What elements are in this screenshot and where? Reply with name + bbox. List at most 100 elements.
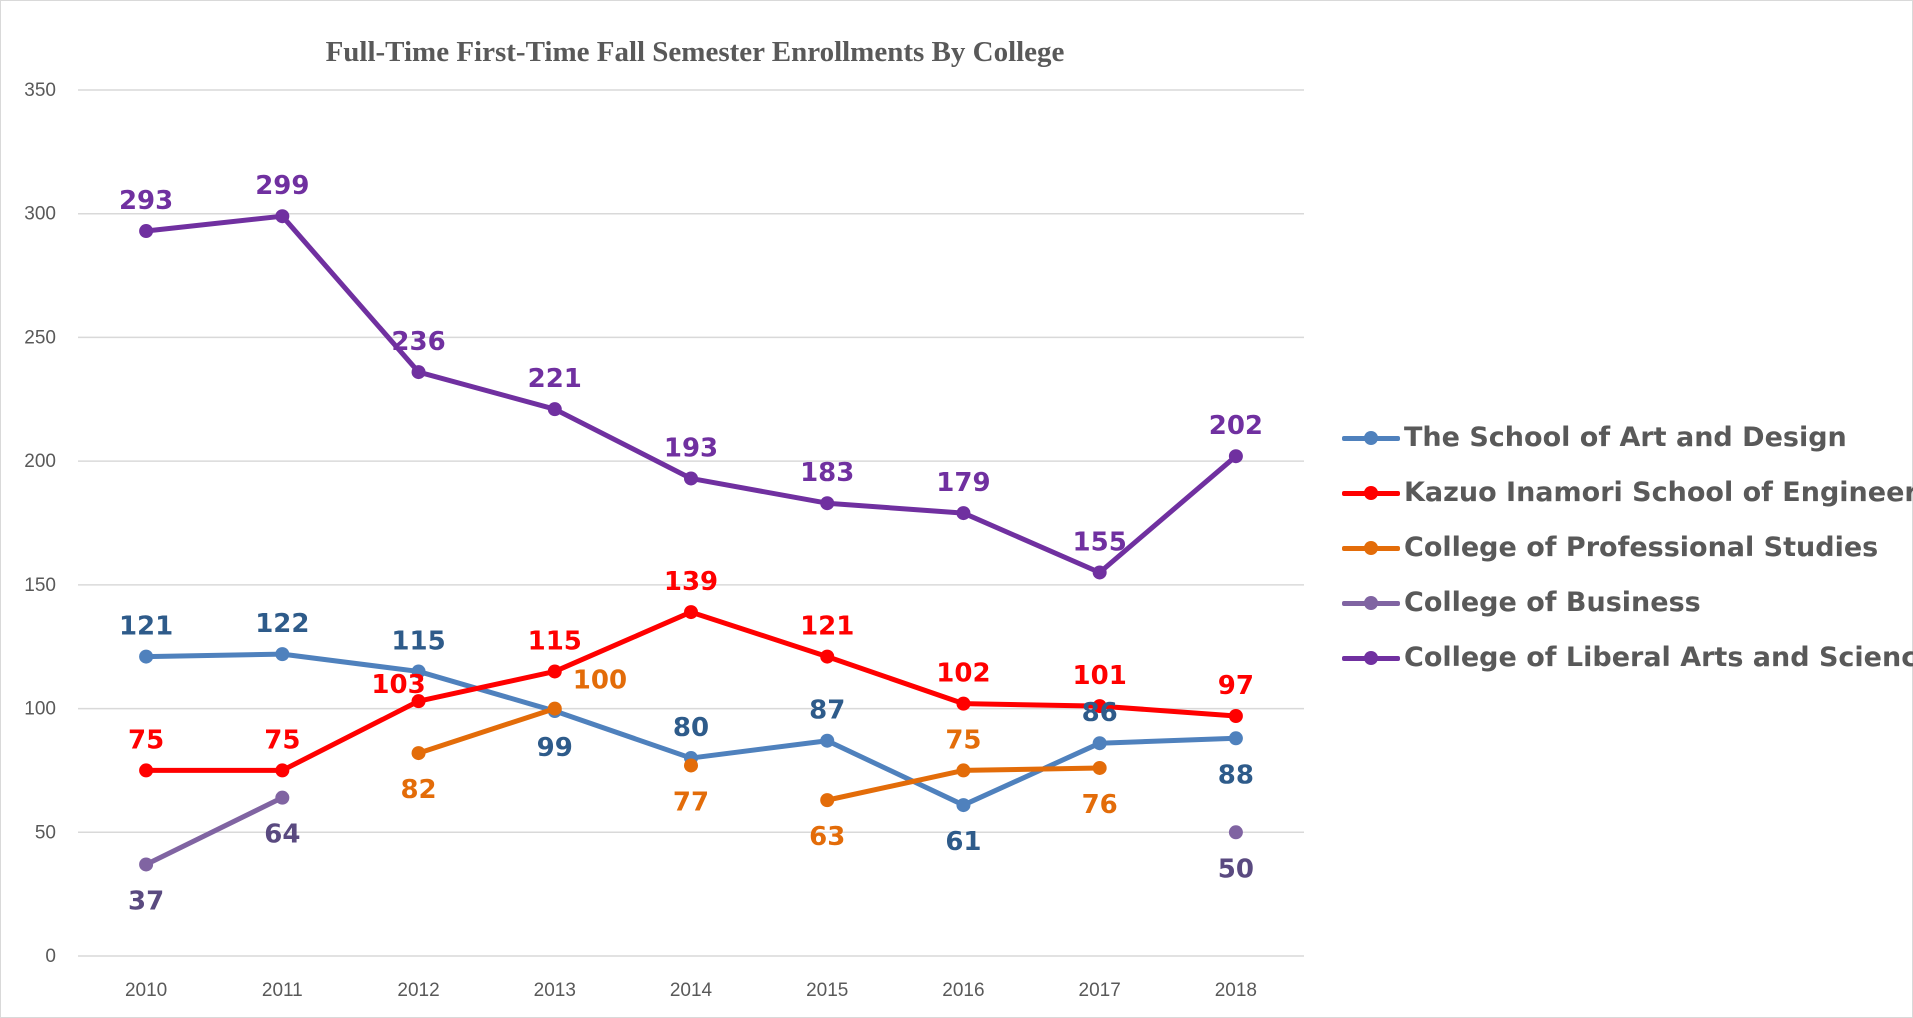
chart-legend: The School of Art and Design Kazuo Inamor… bbox=[1342, 410, 1913, 685]
legend-item-kazuo-inamori-school-of-engineering: Kazuo Inamori School of Engineering bbox=[1342, 465, 1913, 520]
data-label-college-of-professional-studies: 63 bbox=[809, 822, 845, 852]
data-label-college-of-liberal-arts-and-sciences: 293 bbox=[119, 186, 173, 216]
data-point-college-of-professional-studies bbox=[411, 746, 426, 761]
data-label-kazuo-inamori-school-of-engineering: 121 bbox=[800, 612, 854, 642]
y-tick-label: 300 bbox=[24, 204, 56, 225]
data-point-kazuo-inamori-school-of-engineering bbox=[139, 763, 154, 778]
data-point-the-school-of-art-and-design bbox=[411, 664, 426, 679]
data-point-the-school-of-art-and-design bbox=[1092, 736, 1107, 751]
data-label-kazuo-inamori-school-of-engineering: 102 bbox=[936, 659, 990, 689]
data-point-kazuo-inamori-school-of-engineering bbox=[684, 605, 698, 620]
x-tick-label: 2013 bbox=[534, 980, 576, 1001]
data-label-kazuo-inamori-school-of-engineering: 115 bbox=[528, 626, 582, 656]
data-point-college-of-liberal-arts-and-sciences bbox=[275, 209, 290, 224]
x-tick-label: 2011 bbox=[262, 980, 303, 1001]
data-label-the-school-of-art-and-design: 99 bbox=[537, 733, 573, 763]
data-label-kazuo-inamori-school-of-engineering: 139 bbox=[664, 567, 718, 597]
y-tick-label: 350 bbox=[24, 80, 56, 101]
data-point-college-of-business bbox=[139, 857, 154, 872]
data-label-college-of-liberal-arts-and-sciences: 179 bbox=[936, 468, 990, 498]
data-point-college-of-liberal-arts-and-sciences bbox=[1228, 449, 1243, 464]
x-tick-label: 2015 bbox=[806, 980, 848, 1001]
data-point-kazuo-inamori-school-of-engineering bbox=[411, 694, 426, 709]
data-point-college-of-liberal-arts-and-sciences bbox=[547, 402, 562, 417]
data-label-college-of-business: 37 bbox=[128, 886, 164, 916]
data-label-college-of-liberal-arts-and-sciences: 183 bbox=[800, 458, 854, 488]
data-point-college-of-liberal-arts-and-sciences bbox=[956, 506, 971, 521]
y-tick-label: 50 bbox=[35, 822, 56, 843]
data-label-college-of-professional-studies: 100 bbox=[573, 666, 627, 696]
legend-label: The School of Art and Design bbox=[1404, 422, 1847, 453]
data-point-college-of-liberal-arts-and-sciences bbox=[411, 365, 426, 380]
data-label-the-school-of-art-and-design: 88 bbox=[1218, 760, 1254, 790]
data-point-kazuo-inamori-school-of-engineering bbox=[1092, 699, 1107, 714]
data-point-the-school-of-art-and-design bbox=[275, 647, 290, 662]
data-label-college-of-professional-studies: 82 bbox=[400, 775, 436, 805]
data-label-college-of-liberal-arts-and-sciences: 202 bbox=[1209, 411, 1263, 441]
data-label-college-of-professional-studies: 76 bbox=[1082, 790, 1118, 820]
y-tick-label: 100 bbox=[24, 699, 56, 720]
legend-label: College of Liberal Arts and Sciences bbox=[1404, 642, 1913, 673]
data-label-kazuo-inamori-school-of-engineering: 97 bbox=[1218, 671, 1254, 701]
data-label-college-of-liberal-arts-and-sciences: 236 bbox=[391, 327, 445, 357]
data-label-college-of-liberal-arts-and-sciences: 155 bbox=[1073, 527, 1127, 557]
y-tick-label: 200 bbox=[24, 451, 56, 472]
data-label-the-school-of-art-and-design: 61 bbox=[945, 827, 981, 857]
data-point-kazuo-inamori-school-of-engineering bbox=[956, 696, 971, 711]
y-tick-label: 0 bbox=[45, 946, 56, 967]
data-label-the-school-of-art-and-design: 80 bbox=[673, 713, 709, 743]
x-tick-label: 2016 bbox=[942, 980, 984, 1001]
x-tick-label: 2010 bbox=[125, 980, 167, 1001]
series-line-kazuo-inamori-school-of-engineering bbox=[143, 609, 1239, 773]
legend-swatch bbox=[1342, 428, 1400, 448]
data-point-the-school-of-art-and-design bbox=[1228, 731, 1243, 746]
data-label-the-school-of-art-and-design: 86 bbox=[1082, 698, 1118, 728]
data-label-the-school-of-art-and-design: 115 bbox=[391, 626, 445, 656]
data-point-college-of-liberal-arts-and-sciences bbox=[820, 496, 835, 511]
data-point-college-of-business bbox=[275, 790, 290, 805]
data-point-college-of-professional-studies bbox=[820, 793, 835, 808]
data-label-kazuo-inamori-school-of-engineering: 101 bbox=[1073, 661, 1127, 691]
y-tick-label: 250 bbox=[24, 327, 56, 348]
data-point-college-of-professional-studies bbox=[956, 763, 971, 778]
legend-label: Kazuo Inamori School of Engineering bbox=[1404, 477, 1913, 508]
data-point-the-school-of-art-and-design bbox=[139, 649, 154, 664]
data-point-the-school-of-art-and-design bbox=[956, 798, 971, 813]
series-line-college-of-business bbox=[143, 795, 285, 867]
legend-swatch bbox=[1342, 593, 1400, 613]
data-label-college-of-professional-studies: 77 bbox=[673, 787, 709, 817]
data-point-kazuo-inamori-school-of-engineering bbox=[275, 763, 290, 778]
data-point-kazuo-inamori-school-of-engineering bbox=[1228, 708, 1243, 723]
data-point-college-of-liberal-arts-and-sciences bbox=[684, 471, 698, 486]
data-point-college-of-professional-studies bbox=[684, 758, 698, 773]
data-point-kazuo-inamori-school-of-engineering bbox=[820, 649, 835, 664]
data-label-college-of-business: 64 bbox=[264, 820, 300, 850]
legend-item-college-of-liberal-arts-and-sciences: College of Liberal Arts and Sciences bbox=[1342, 630, 1913, 685]
data-label-the-school-of-art-and-design: 121 bbox=[119, 612, 173, 642]
legend-swatch bbox=[1342, 483, 1400, 503]
x-tick-label: 2018 bbox=[1215, 980, 1257, 1001]
data-label-college-of-liberal-arts-and-sciences: 221 bbox=[528, 364, 582, 394]
data-label-the-school-of-art-and-design: 87 bbox=[809, 696, 845, 726]
legend-item-college-of-business: College of Business bbox=[1342, 575, 1913, 630]
y-tick-label: 150 bbox=[24, 575, 56, 596]
series-line-college-of-liberal-arts-and-sciences bbox=[143, 213, 1239, 575]
data-point-the-school-of-art-and-design bbox=[820, 733, 835, 748]
legend-swatch bbox=[1342, 648, 1400, 668]
data-label-kazuo-inamori-school-of-engineering: 103 bbox=[371, 670, 425, 700]
data-point-college-of-professional-studies bbox=[1092, 760, 1107, 775]
x-tick-label: 2014 bbox=[670, 980, 713, 1001]
data-point-college-of-liberal-arts-and-sciences bbox=[1092, 565, 1107, 580]
data-point-college-of-liberal-arts-and-sciences bbox=[139, 224, 154, 239]
legend-label: College of Business bbox=[1404, 587, 1701, 618]
data-label-kazuo-inamori-school-of-engineering: 75 bbox=[264, 725, 300, 755]
chart-title: Full-Time First-Time Fall Semester Enrol… bbox=[325, 36, 1065, 68]
series-line-college-of-professional-studies bbox=[416, 706, 558, 756]
legend-label: College of Professional Studies bbox=[1404, 532, 1879, 563]
data-label-college-of-liberal-arts-and-sciences: 299 bbox=[255, 171, 309, 201]
data-label-college-of-professional-studies: 75 bbox=[945, 725, 981, 755]
legend-item-the-school-of-art-and-design: The School of Art and Design bbox=[1342, 410, 1913, 465]
legend-swatch bbox=[1342, 538, 1400, 558]
